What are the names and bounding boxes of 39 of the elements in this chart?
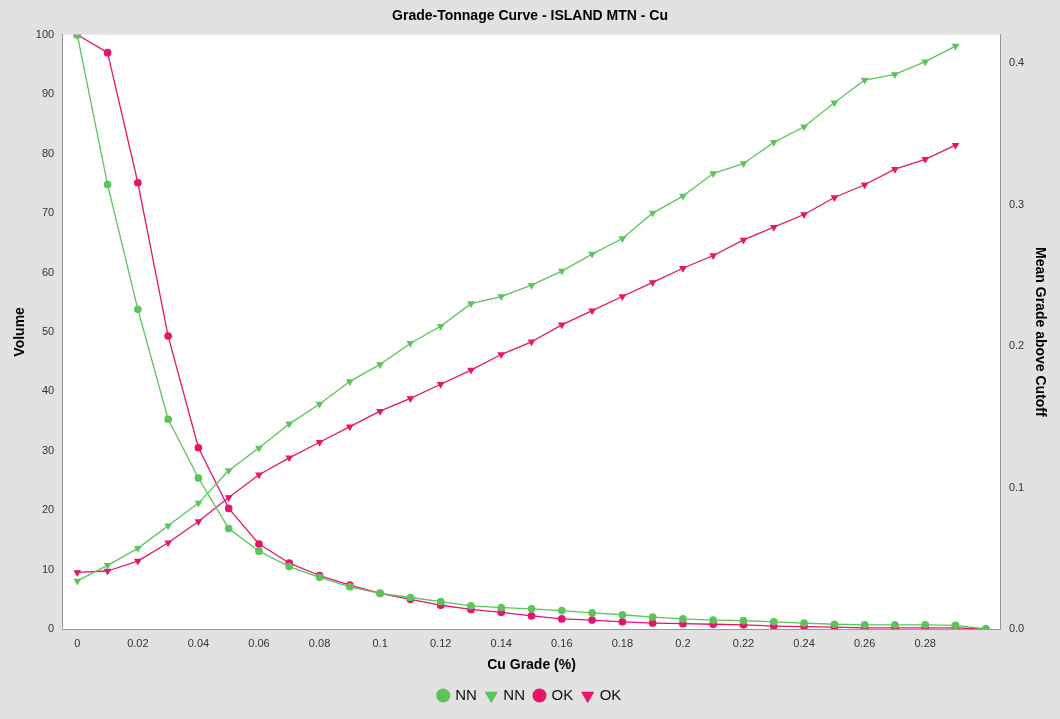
y-tick-label: 90 — [41, 87, 55, 100]
y-tick-label: 50 — [41, 324, 55, 337]
x-tick-label: 0.1 — [372, 636, 388, 649]
x-tick-label: 0.08 — [308, 636, 331, 649]
x-tick-label: 0.24 — [793, 636, 815, 649]
x-tick-label: 0 — [74, 636, 81, 649]
y2-tick-label: 0.1 — [1008, 480, 1025, 493]
y2-tick-label: 0.0 — [1008, 622, 1025, 635]
y-axis-title: Volume — [11, 306, 28, 357]
y-tick-label: 80 — [41, 146, 55, 159]
legend-label: NN — [455, 685, 477, 703]
y-tick-label: 70 — [41, 206, 55, 219]
y-tick-label: 100 — [35, 27, 55, 40]
x-tick-label: 0.04 — [187, 636, 210, 649]
x-axis-title: Cu Grade (%) — [487, 656, 576, 673]
x-tick-label: 0.06 — [248, 636, 270, 649]
x-tick-label: 0.28 — [914, 636, 936, 649]
y-tick-label: 10 — [41, 562, 55, 575]
legend-label: OK — [599, 685, 622, 703]
y-tick-label: 0 — [48, 622, 55, 635]
legend-label: OK — [551, 685, 574, 703]
x-tick-label: 0.22 — [732, 636, 755, 649]
y2-tick-label: 0.2 — [1008, 339, 1025, 352]
y-tick-label: 30 — [41, 443, 55, 456]
x-tick-label: 0.2 — [675, 636, 691, 649]
y-tick-label: 60 — [41, 265, 55, 278]
x-tick-label: 0.14 — [490, 636, 512, 649]
x-tick-label: 0.12 — [429, 636, 452, 649]
y-tick-label: 40 — [41, 384, 55, 397]
x-tick-label: 0.26 — [853, 636, 876, 649]
y-tick-label: 20 — [41, 503, 55, 516]
y2-tick-label: 0.3 — [1008, 197, 1025, 210]
x-tick-label: 0.16 — [551, 636, 573, 649]
y2-axis-title: Mean Grade above Cutoff — [1032, 247, 1049, 418]
y2-tick-label: 0.4 — [1008, 56, 1025, 69]
x-tick-label: 0.18 — [611, 636, 634, 649]
legend-label: NN — [503, 685, 525, 703]
x-tick-label: 0.02 — [127, 636, 149, 649]
chart-title: Grade-Tonnage Curve - ISLAND MTN - Cu — [392, 7, 668, 24]
